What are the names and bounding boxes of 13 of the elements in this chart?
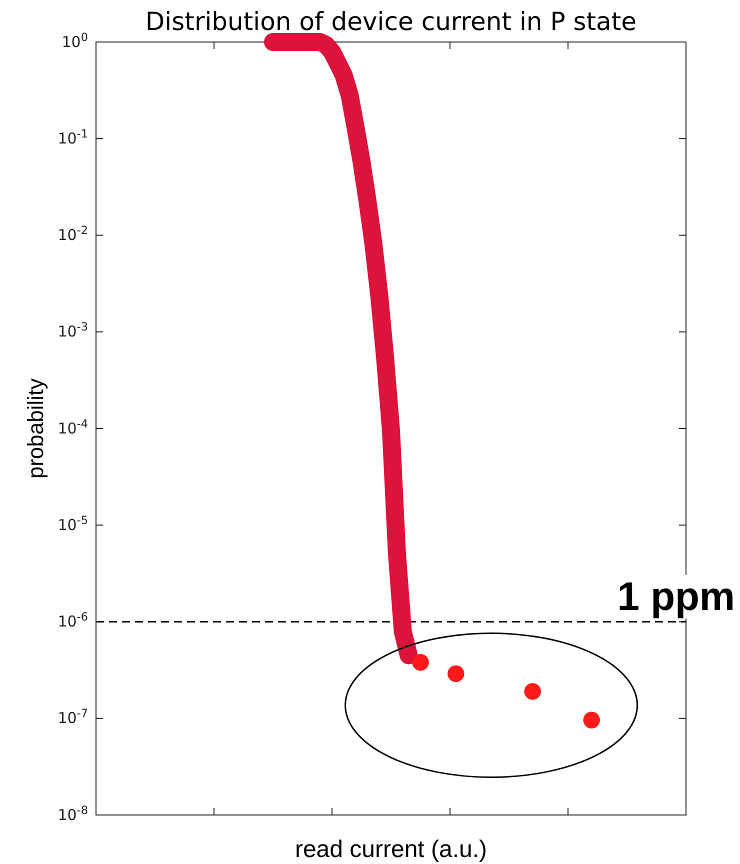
y-tick-label: 10$^{-8}$ [58, 803, 88, 824]
ref-line-label: 1 ppm [617, 574, 735, 619]
y-tick-label: 10$^{-1}$ [58, 126, 88, 148]
y-tick-label: 10$^{-4}$ [58, 416, 88, 438]
x-axis-title: read current (a.u.) [294, 836, 488, 863]
y-tick-label: 10$^{-6}$ [58, 610, 88, 631]
y-tick-label: 10$^{-5}$ [58, 513, 88, 534]
y-tick-label: 10$^{-7}$ [58, 706, 88, 728]
y-tick-label: 10$^{-2}$ [58, 224, 88, 244]
y-tick-label: 10$^{-3}$ [58, 320, 88, 341]
y-tick-label: 10$^{0}$ [62, 30, 88, 51]
y-axis-title: probability [23, 378, 48, 479]
chart-title: Distribution of device current in P state [145, 7, 637, 36]
